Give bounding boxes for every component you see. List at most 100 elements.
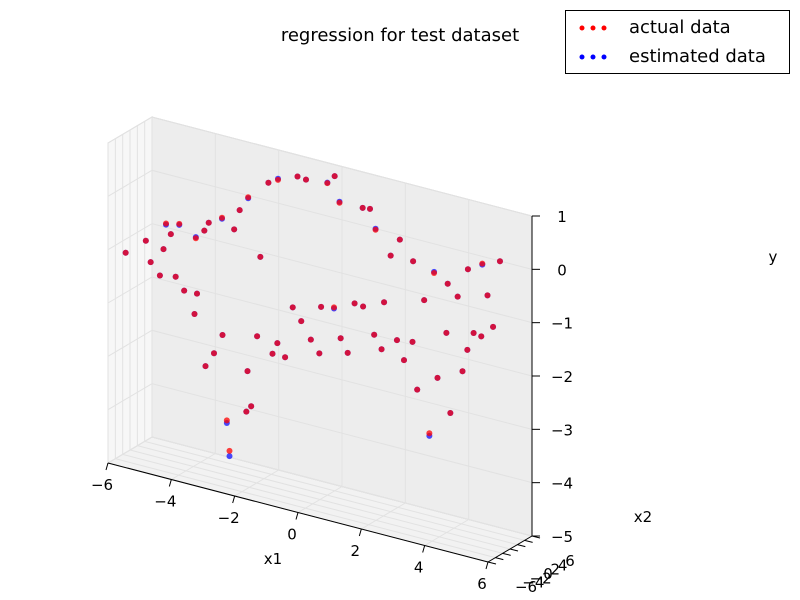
x1-tick-label: 2 bbox=[351, 542, 361, 560]
z-tick-label: 1 bbox=[557, 208, 567, 226]
actual-data-point bbox=[202, 363, 209, 370]
actual-data-point bbox=[431, 269, 438, 276]
actual-data-point bbox=[410, 258, 417, 265]
actual-data-point bbox=[454, 293, 461, 300]
estimated-data-point bbox=[226, 453, 233, 460]
actual-data-point bbox=[367, 205, 373, 212]
x2-tick-label: 4 bbox=[558, 556, 568, 574]
z-tick-label: 0 bbox=[557, 261, 567, 279]
z-tick-label: −3 bbox=[551, 421, 573, 439]
x1-tick bbox=[168, 479, 172, 487]
actual-data-point bbox=[257, 253, 264, 260]
actual-data-point bbox=[331, 304, 337, 311]
legend-marker-dot bbox=[590, 25, 596, 31]
actual-data-point bbox=[414, 386, 421, 393]
x1-tick bbox=[422, 545, 426, 553]
actual-data-point bbox=[294, 173, 301, 180]
actual-data-point bbox=[163, 220, 169, 227]
chart-title: regression for test dataset bbox=[281, 25, 519, 46]
actual-data-point bbox=[360, 303, 367, 310]
actual-data-point bbox=[381, 299, 388, 306]
x2-tick bbox=[502, 552, 511, 556]
actual-data-point bbox=[219, 332, 226, 339]
actual-data-point bbox=[245, 194, 252, 201]
actual-data-point bbox=[181, 287, 188, 294]
actual-data-point bbox=[191, 310, 198, 317]
actual-data-point bbox=[444, 280, 451, 287]
z-tick-label: −2 bbox=[551, 368, 573, 386]
actual-data-point bbox=[409, 338, 416, 345]
x2-tick bbox=[524, 539, 533, 543]
z-gridline bbox=[107, 169, 533, 270]
legend-entry-estimated: estimated data bbox=[579, 46, 766, 67]
legend-marker-actual bbox=[579, 25, 607, 31]
actual-data-point bbox=[351, 300, 358, 307]
actual-data-point bbox=[371, 331, 378, 338]
x1-tick bbox=[232, 495, 236, 504]
actual-data-point bbox=[156, 272, 163, 279]
z-gridline bbox=[107, 436, 533, 537]
actual-data-point bbox=[223, 417, 230, 424]
actual-data-point bbox=[243, 408, 250, 415]
actual-data-point bbox=[265, 179, 272, 186]
actual-data-point bbox=[401, 357, 407, 364]
z-tick-label: −1 bbox=[551, 315, 573, 333]
z-gridline bbox=[107, 116, 533, 217]
x1-tick-label: 4 bbox=[414, 559, 424, 577]
actual-data-point bbox=[236, 207, 243, 214]
actual-data-point bbox=[219, 214, 225, 221]
legend-marker-dot bbox=[590, 54, 596, 60]
actual-data-point bbox=[359, 204, 366, 211]
actual-data-point bbox=[192, 235, 199, 242]
x1-tick bbox=[295, 512, 299, 520]
actual-data-point bbox=[421, 297, 428, 304]
actual-data-point bbox=[372, 226, 379, 233]
z-gridline bbox=[107, 329, 533, 430]
legend-marker-dot bbox=[579, 54, 585, 60]
actual-data-point bbox=[337, 335, 344, 342]
actual-data-point bbox=[122, 249, 129, 256]
x1-tick bbox=[105, 462, 109, 471]
scatter-points bbox=[122, 173, 503, 460]
legend: actual data estimated data bbox=[565, 10, 790, 74]
actual-data-point bbox=[464, 346, 471, 353]
actual-data-point bbox=[167, 231, 174, 238]
actual-data-point bbox=[479, 260, 486, 267]
x2-tick-label: −6 bbox=[515, 578, 537, 596]
x2-tick bbox=[509, 548, 519, 552]
actual-data-point bbox=[274, 340, 281, 347]
actual-data-point bbox=[490, 323, 497, 330]
actual-data-point bbox=[142, 237, 149, 244]
actual-data-point bbox=[282, 354, 289, 361]
x1-tick-label: 0 bbox=[287, 526, 297, 544]
actual-data-point bbox=[447, 410, 454, 416]
actual-data-point bbox=[205, 219, 212, 226]
actual-data-point bbox=[344, 349, 351, 356]
actual-data-point bbox=[194, 290, 200, 297]
actual-data-point bbox=[336, 199, 343, 206]
actual-data-point bbox=[393, 337, 400, 344]
x2-tick bbox=[487, 561, 497, 565]
legend-label-actual: actual data bbox=[629, 17, 731, 38]
actual-data-point bbox=[459, 368, 466, 375]
x2-tick-label: 0 bbox=[543, 565, 553, 583]
actual-data-point bbox=[269, 350, 276, 357]
actual-data-point bbox=[160, 246, 167, 253]
x2-tick-label: 2 bbox=[551, 561, 561, 579]
legend-marker-dot bbox=[579, 25, 585, 31]
z-gridline bbox=[107, 276, 533, 377]
actual-data-point bbox=[464, 266, 471, 273]
actual-data-point bbox=[396, 236, 403, 243]
actual-data-point bbox=[478, 333, 485, 340]
legend-label-estimated: estimated data bbox=[629, 46, 766, 67]
x2-tick-label: 6 bbox=[565, 552, 575, 570]
actual-data-point bbox=[254, 333, 261, 340]
actual-data-point bbox=[316, 350, 323, 357]
actual-data-point bbox=[172, 273, 179, 280]
z-gridline bbox=[107, 223, 533, 324]
x2-tick-label: −2 bbox=[530, 569, 552, 587]
z-tick-label: −4 bbox=[551, 475, 573, 493]
legend-frame bbox=[565, 10, 790, 74]
actual-data-point bbox=[470, 330, 477, 337]
